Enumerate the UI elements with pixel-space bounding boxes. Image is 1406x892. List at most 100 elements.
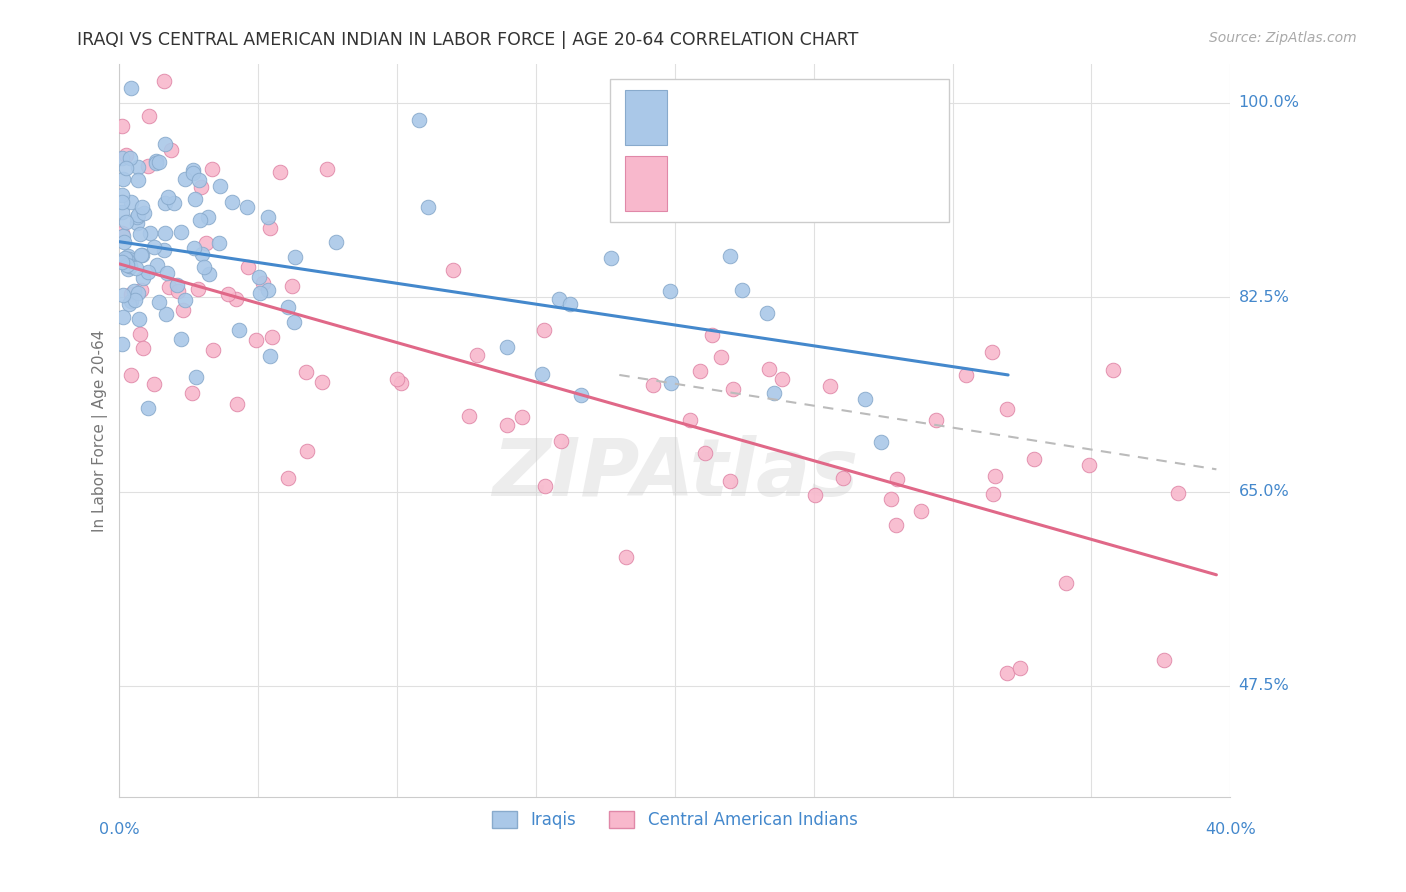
Point (495, 417, 517, 432)
Point (548, 292, 571, 306)
Point (131, 248, 153, 262)
Point (510, 409, 533, 424)
Point (225, 397, 247, 411)
Point (981, 487, 1004, 501)
Point (181, 166, 204, 180)
Point (172, 302, 194, 317)
Point (120, 259, 142, 273)
Point (297, 444, 319, 458)
Point (153, 196, 176, 211)
Point (259, 220, 281, 235)
Point (125, 210, 148, 224)
Point (170, 225, 193, 239)
Point (136, 401, 159, 415)
Point (416, 200, 439, 214)
Point (995, 401, 1018, 416)
Point (408, 112, 430, 127)
Point (139, 226, 162, 240)
Point (125, 260, 148, 275)
Point (247, 270, 270, 285)
Point (118, 254, 141, 268)
Point (124, 285, 146, 299)
Point (197, 267, 219, 281)
Point (758, 361, 780, 376)
Point (614, 549, 637, 564)
Point (131, 200, 153, 214)
Point (249, 285, 271, 300)
Point (721, 382, 744, 396)
Point (284, 250, 307, 264)
Point (193, 260, 215, 274)
Point (534, 479, 557, 493)
Point (132, 271, 155, 285)
Point (718, 249, 741, 263)
Point (111, 227, 134, 241)
Point (187, 282, 209, 296)
Point (191, 247, 214, 261)
Text: Source: ZipAtlas.com: Source: ZipAtlas.com (1209, 31, 1357, 45)
Point (128, 326, 150, 341)
Point (208, 235, 231, 250)
Point (195, 235, 218, 250)
Point (804, 488, 827, 502)
Point (1167, 485, 1189, 500)
Point (157, 279, 180, 293)
Point (155, 307, 177, 321)
Point (190, 179, 212, 194)
Point (120, 81, 142, 95)
Point (277, 471, 299, 485)
Point (560, 296, 582, 310)
Point (183, 241, 205, 255)
Point (763, 385, 786, 400)
Point (659, 376, 682, 390)
Point (128, 227, 150, 241)
Point (127, 286, 149, 301)
Point (173, 171, 195, 186)
Point (128, 312, 150, 326)
Point (458, 409, 481, 423)
Point (257, 284, 280, 298)
Point (112, 235, 135, 249)
Point (995, 666, 1018, 681)
Point (818, 379, 841, 393)
Point (465, 348, 488, 362)
Point (316, 162, 339, 177)
Point (145, 154, 167, 169)
Point (163, 195, 186, 210)
Point (886, 472, 908, 486)
Point (127, 208, 149, 222)
Point (853, 392, 876, 407)
Text: R = -0.325    N = 105: R = -0.325 N = 105 (683, 109, 872, 127)
Text: 65.0%: 65.0% (1239, 484, 1289, 499)
Point (311, 375, 333, 389)
Point (184, 192, 207, 206)
Point (208, 179, 231, 194)
Point (142, 240, 165, 254)
Point (710, 350, 733, 364)
Point (136, 160, 159, 174)
Point (1054, 576, 1077, 591)
Point (325, 235, 347, 249)
Point (120, 195, 142, 210)
Point (117, 249, 139, 263)
Point (720, 474, 742, 488)
Point (679, 413, 702, 427)
Point (117, 262, 139, 277)
Point (277, 300, 299, 314)
Point (111, 255, 134, 269)
Point (550, 434, 572, 448)
Point (910, 504, 932, 518)
Point (955, 368, 977, 382)
Point (571, 387, 593, 401)
Point (174, 293, 197, 307)
Point (111, 310, 134, 324)
Point (111, 229, 134, 244)
Point (129, 283, 152, 297)
Point (127, 160, 149, 174)
Point (880, 492, 903, 507)
Point (127, 173, 149, 187)
Point (225, 292, 247, 306)
Text: 82.5%: 82.5% (1239, 290, 1289, 305)
Text: 40.0%: 40.0% (1205, 822, 1256, 837)
Point (533, 323, 555, 337)
